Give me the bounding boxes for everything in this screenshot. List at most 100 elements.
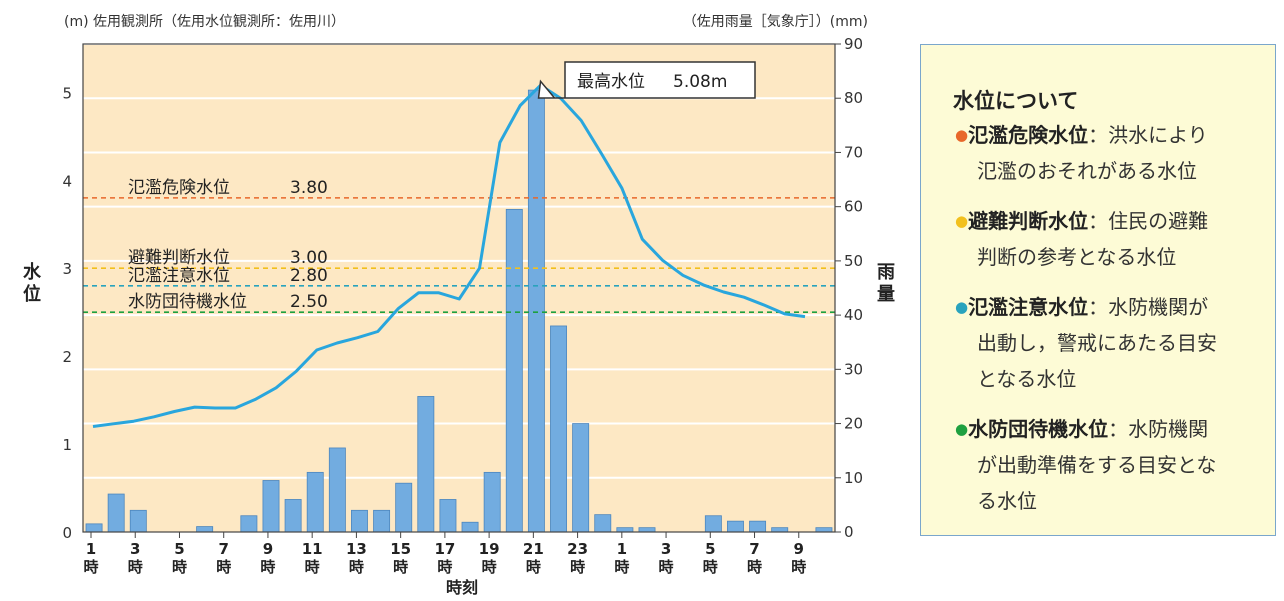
- x-tick-hour: 13: [346, 540, 367, 558]
- legend-item: ●氾濫危険水位：洪水により 氾濫のおそれがある水位: [955, 117, 1255, 189]
- callout-label: 最高水位: [577, 72, 645, 92]
- x-tick-suffix: 時: [570, 558, 585, 576]
- legend-dot-icon: ●: [955, 212, 969, 230]
- threshold-name: 氾濫危険水位: [128, 178, 230, 198]
- panel-title: 水位について: [953, 89, 1079, 113]
- x-axis-ticks: 1時3時5時7時9時11時13時15時17時19時21時23時1時3時5時7時9…: [83, 532, 806, 576]
- legend-item-desc: ：洪水により: [1088, 123, 1208, 147]
- legend-dot-icon: ●: [955, 126, 969, 144]
- rainfall-bar: [505, 208, 523, 533]
- right-tick-label: 90: [844, 35, 863, 53]
- right-axis-ticks: 0 10 20 30 40 50 60 70 80 90: [835, 35, 863, 541]
- plot-area: [83, 44, 835, 532]
- threshold-value: 2.50: [290, 292, 328, 312]
- rainfall-bars: [85, 89, 833, 533]
- legend-item-name: 氾濫注意水位: [968, 295, 1089, 319]
- legend-item: ●氾濫注意水位：水防機関が 出動し，警戒にあたる目安 となる水位: [955, 289, 1255, 397]
- right-tick-label: 0: [844, 523, 854, 541]
- legend-item-desc-line: 氾濫のおそれがある水位: [977, 159, 1197, 183]
- left-tick-label: 5: [62, 84, 72, 102]
- x-tick-suffix: 時: [216, 558, 231, 576]
- x-tick-hour: 5: [174, 540, 184, 558]
- left-axis-ticks: 0 1 2 3 4 5: [62, 84, 72, 542]
- rainfall-bar: [373, 509, 391, 533]
- peak-callout: 最高水位 5.08m: [537, 61, 756, 99]
- water-level-rainfall-chart: (m) 佐用観測所（佐用水位観測所：佐用川） （佐用雨量［気象庁］）(mm) 氾…: [23, 13, 895, 597]
- left-tick-label: 1: [62, 436, 72, 454]
- x-tick-hour: 5: [705, 540, 715, 558]
- x-tick-hour: 11: [302, 540, 323, 558]
- x-tick-suffix: 時: [526, 558, 541, 576]
- x-tick-hour: 21: [523, 540, 544, 558]
- axis-label-char: 量: [877, 283, 895, 305]
- rainfall-bar: [704, 515, 722, 533]
- plot-frame: [82, 43, 836, 533]
- water-level-legend-panel: 水位について ●氾濫危険水位：洪水により 氾濫のおそれがある水位 ●避難判断水位：住…: [920, 44, 1276, 536]
- axis-label-char: 雨: [877, 262, 895, 283]
- x-tick-suffix: 時: [791, 558, 806, 576]
- rainfall-bar: [395, 482, 413, 533]
- x-tick-suffix: 時: [172, 558, 187, 576]
- rainfall-bar: [417, 396, 435, 533]
- legend-item: ●水防団待機水位：水防機関 が出動準備をする目安とな る水位: [955, 411, 1255, 519]
- legend-item-name: 水防団待機水位: [968, 417, 1109, 441]
- rainfall-bar: [328, 447, 346, 533]
- rainfall-bar: [815, 527, 833, 533]
- x-tick-suffix: 時: [482, 558, 497, 576]
- rainfall-bar: [262, 480, 280, 533]
- rainfall-bar: [727, 520, 744, 533]
- x-tick-hour: 17: [434, 540, 455, 558]
- rainfall-bar: [129, 509, 147, 533]
- x-tick-suffix: 時: [128, 558, 143, 576]
- x-tick-hour: 3: [130, 540, 140, 558]
- rainfall-bar: [461, 521, 479, 533]
- rainfall-bar: [616, 527, 634, 533]
- callout-box: [537, 61, 756, 99]
- rainfall-bar: [85, 523, 103, 533]
- right-axis-label: 雨量: [877, 262, 895, 305]
- x-axis-label: 時刻: [446, 578, 478, 597]
- threshold-name: 氾濫注意水位: [128, 266, 230, 286]
- x-tick-hour: 1: [86, 540, 96, 558]
- threshold-name: 水防団待機水位: [128, 292, 247, 312]
- right-tick-label: 20: [844, 415, 863, 433]
- callout-value: 5.08m: [673, 72, 727, 92]
- left-tick-label: 4: [62, 172, 72, 190]
- rainfall-bar: [107, 493, 125, 533]
- rainfall-bar: [284, 499, 302, 533]
- x-tick-suffix: 時: [260, 558, 275, 576]
- rainfall-bar: [572, 423, 590, 533]
- left-tick-label: 2: [62, 348, 72, 366]
- right-tick-label: 80: [844, 89, 863, 107]
- rainfall-bar: [749, 520, 767, 533]
- legend-dot-icon: ●: [955, 298, 969, 316]
- legend-item-desc-line: 出動し，警戒にあたる目安: [977, 331, 1217, 355]
- x-tick-suffix: 時: [747, 558, 762, 576]
- x-tick-hour: 9: [794, 540, 804, 558]
- x-tick-suffix: 時: [83, 558, 98, 576]
- right-tick-label: 40: [844, 306, 863, 324]
- left-axis-label: 水位: [23, 261, 42, 305]
- rainfall-bar: [483, 471, 501, 533]
- axis-label-char: 水: [23, 261, 42, 283]
- threshold-value: 3.00: [290, 248, 328, 268]
- rainfall-bar: [771, 527, 789, 533]
- legend-item-desc-line: る水位: [977, 489, 1037, 513]
- left-axis-title: (m) 佐用観測所（佐用水位観測所：佐用川）: [64, 13, 345, 30]
- x-tick-hour: 1: [617, 540, 627, 558]
- x-tick-hour: 15: [390, 540, 411, 558]
- left-tick-label: 0: [62, 524, 72, 542]
- x-tick-suffix: 時: [659, 558, 674, 576]
- rainfall-bar: [196, 526, 214, 533]
- rainfall-bar: [550, 325, 567, 533]
- legend-item-name: 避難判断水位: [968, 209, 1089, 233]
- x-tick-hour: 9: [263, 540, 273, 558]
- x-tick-suffix: 時: [614, 558, 629, 576]
- legend-item-desc: ：水防機関が: [1088, 295, 1209, 319]
- x-tick-hour: 23: [567, 540, 588, 558]
- rainfall-bar: [594, 514, 612, 533]
- rainfall-bar: [351, 509, 368, 533]
- right-axis-title: （佐用雨量［気象庁］）(mm): [683, 14, 868, 30]
- x-tick-suffix: 時: [349, 558, 364, 576]
- right-tick-label: 30: [844, 360, 863, 378]
